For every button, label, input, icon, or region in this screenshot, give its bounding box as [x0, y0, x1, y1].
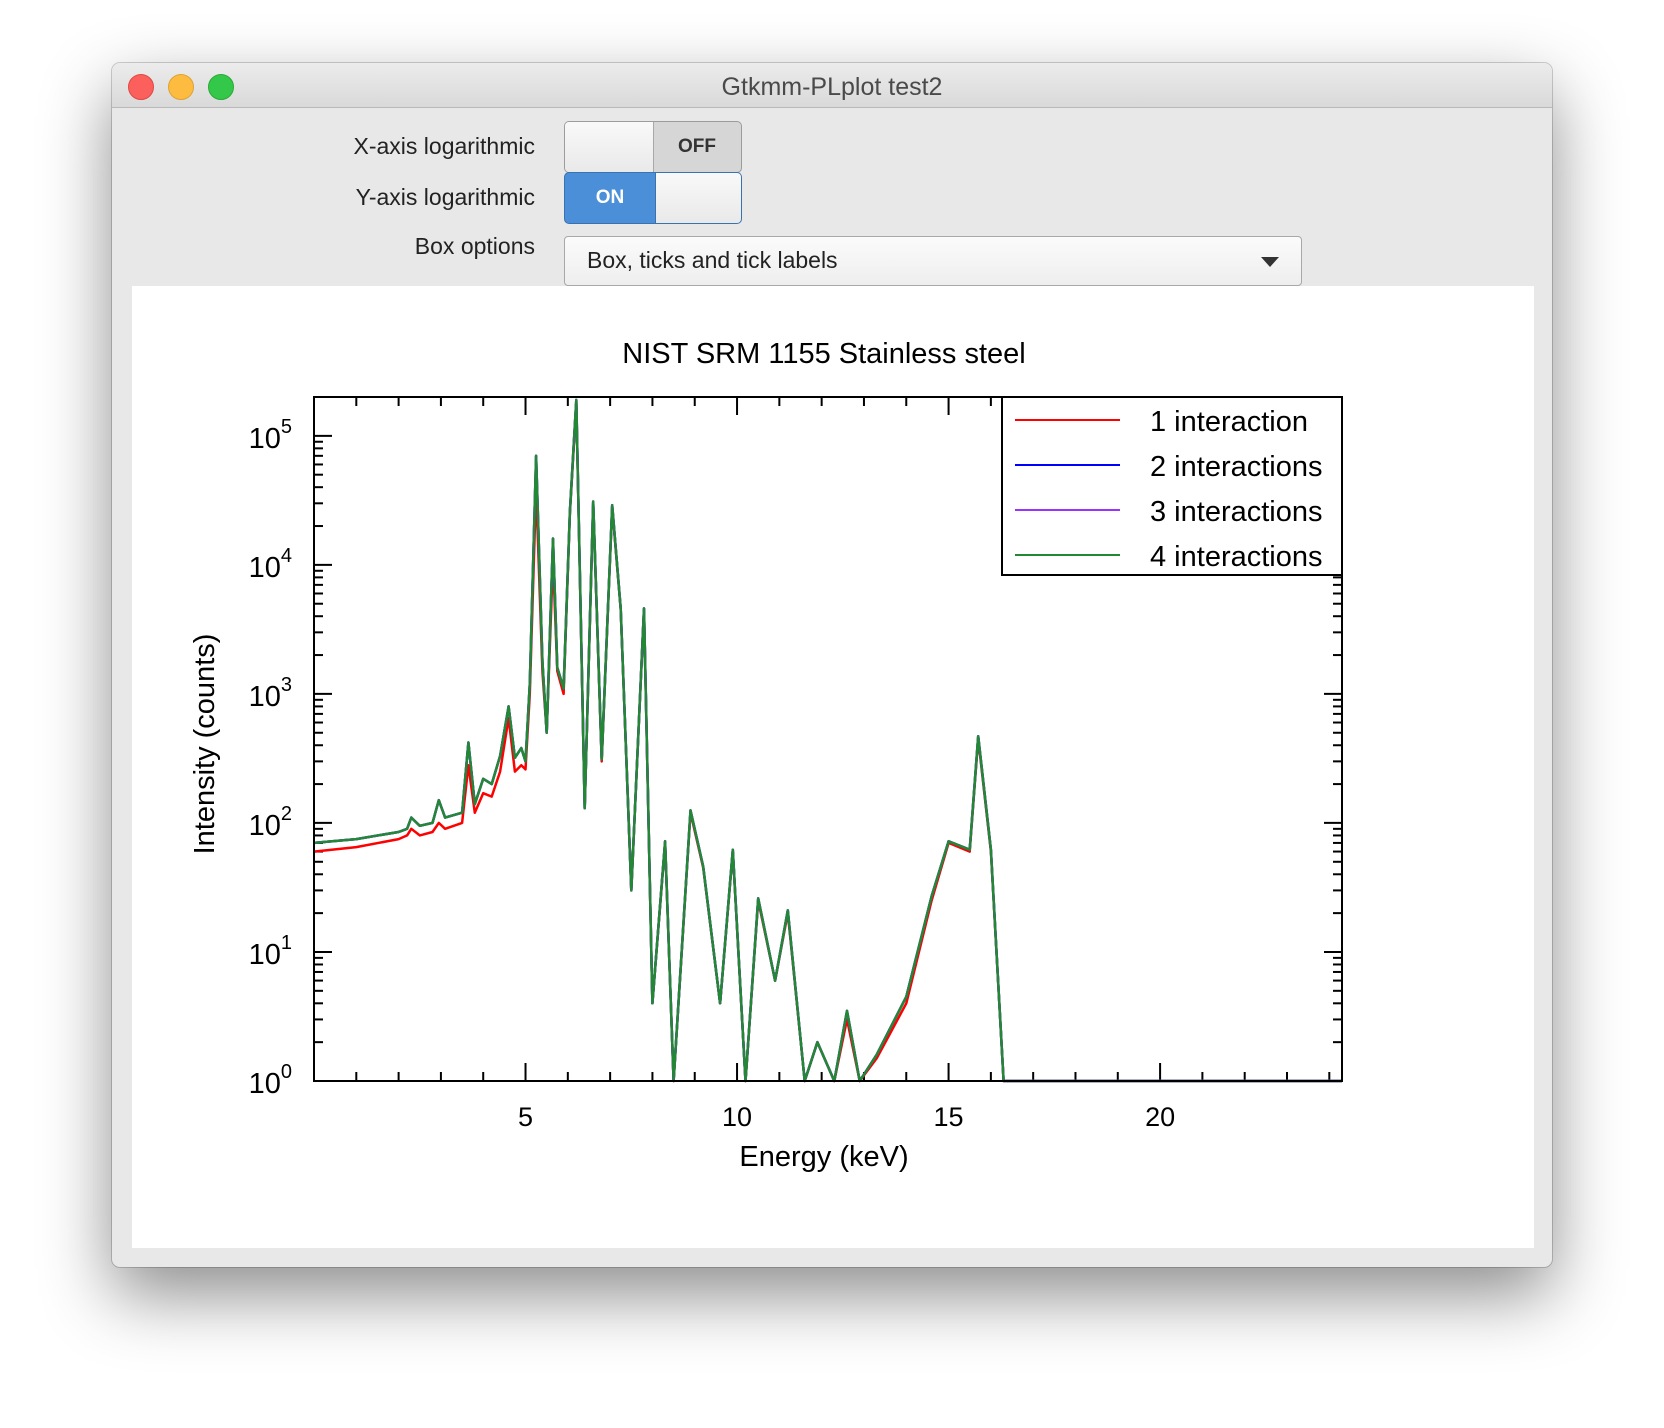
x-tick-label: 15 — [934, 1102, 964, 1132]
box-options-value: Box, ticks and tick labels — [587, 247, 838, 273]
y-tick-label: 100 — [249, 1061, 292, 1100]
legend-label: 3 interactions — [1150, 496, 1323, 528]
close-window-button[interactable] — [128, 74, 154, 100]
switch-knob — [655, 173, 741, 223]
app-window: Gtkmm-PLplot test2 X-axis logarithmic OF… — [112, 63, 1552, 1267]
box-options-dropdown[interactable]: Box, ticks and tick labels — [564, 236, 1302, 286]
switch-state-text: ON — [595, 187, 625, 208]
y-tick-label: 102 — [249, 803, 292, 842]
y-tick-label: 105 — [249, 416, 292, 455]
minimize-window-button[interactable] — [168, 74, 194, 100]
x-tick-label: 5 — [518, 1102, 533, 1132]
chevron-down-icon — [1261, 257, 1279, 267]
y-axis-log-switch[interactable]: ON — [564, 172, 742, 224]
y-tick-label: 101 — [249, 932, 292, 971]
y-axis-label: Intensity (counts) — [189, 634, 221, 855]
legend-label: 2 interactions — [1150, 451, 1323, 483]
legend-label: 4 interactions — [1150, 541, 1323, 573]
x-tick-label: 20 — [1145, 1102, 1175, 1132]
plot-area: NIST SRM 1155 Stainless steel Energy (ke… — [132, 286, 1534, 1248]
zoom-window-button[interactable] — [208, 74, 234, 100]
x-tick-label: 10 — [722, 1102, 752, 1132]
chart-title: NIST SRM 1155 Stainless steel — [622, 338, 1026, 370]
y-tick-label: 104 — [249, 545, 292, 584]
x-axis-log-label: X-axis logarithmic — [353, 133, 536, 159]
axis-ticks: 5 10 15 20 100 101 102 103 104 105 — [249, 396, 1342, 1132]
x-axis-label: Energy (keV) — [739, 1141, 908, 1173]
legend-box — [1001, 396, 1343, 576]
y-axis-log-label: Y-axis logarithmic — [355, 184, 535, 210]
window-title: Gtkmm-PLplot test2 — [721, 73, 943, 101]
y-tick-label: 103 — [249, 674, 292, 713]
legend: 1 interaction 2 interactions 3 interaction… — [1001, 396, 1343, 576]
switch-knob — [565, 122, 654, 172]
spectrum-chart: NIST SRM 1155 Stainless steel Energy (ke… — [189, 338, 1343, 1173]
x-axis-log-switch[interactable]: OFF — [564, 121, 742, 173]
plot-frame — [313, 396, 1343, 1082]
box-options-label: Box options — [414, 233, 535, 259]
switch-state-text: OFF — [678, 136, 716, 157]
legend-label: 1 interaction — [1150, 406, 1308, 438]
title-bar: Gtkmm-PLplot test2 — [112, 63, 1552, 108]
